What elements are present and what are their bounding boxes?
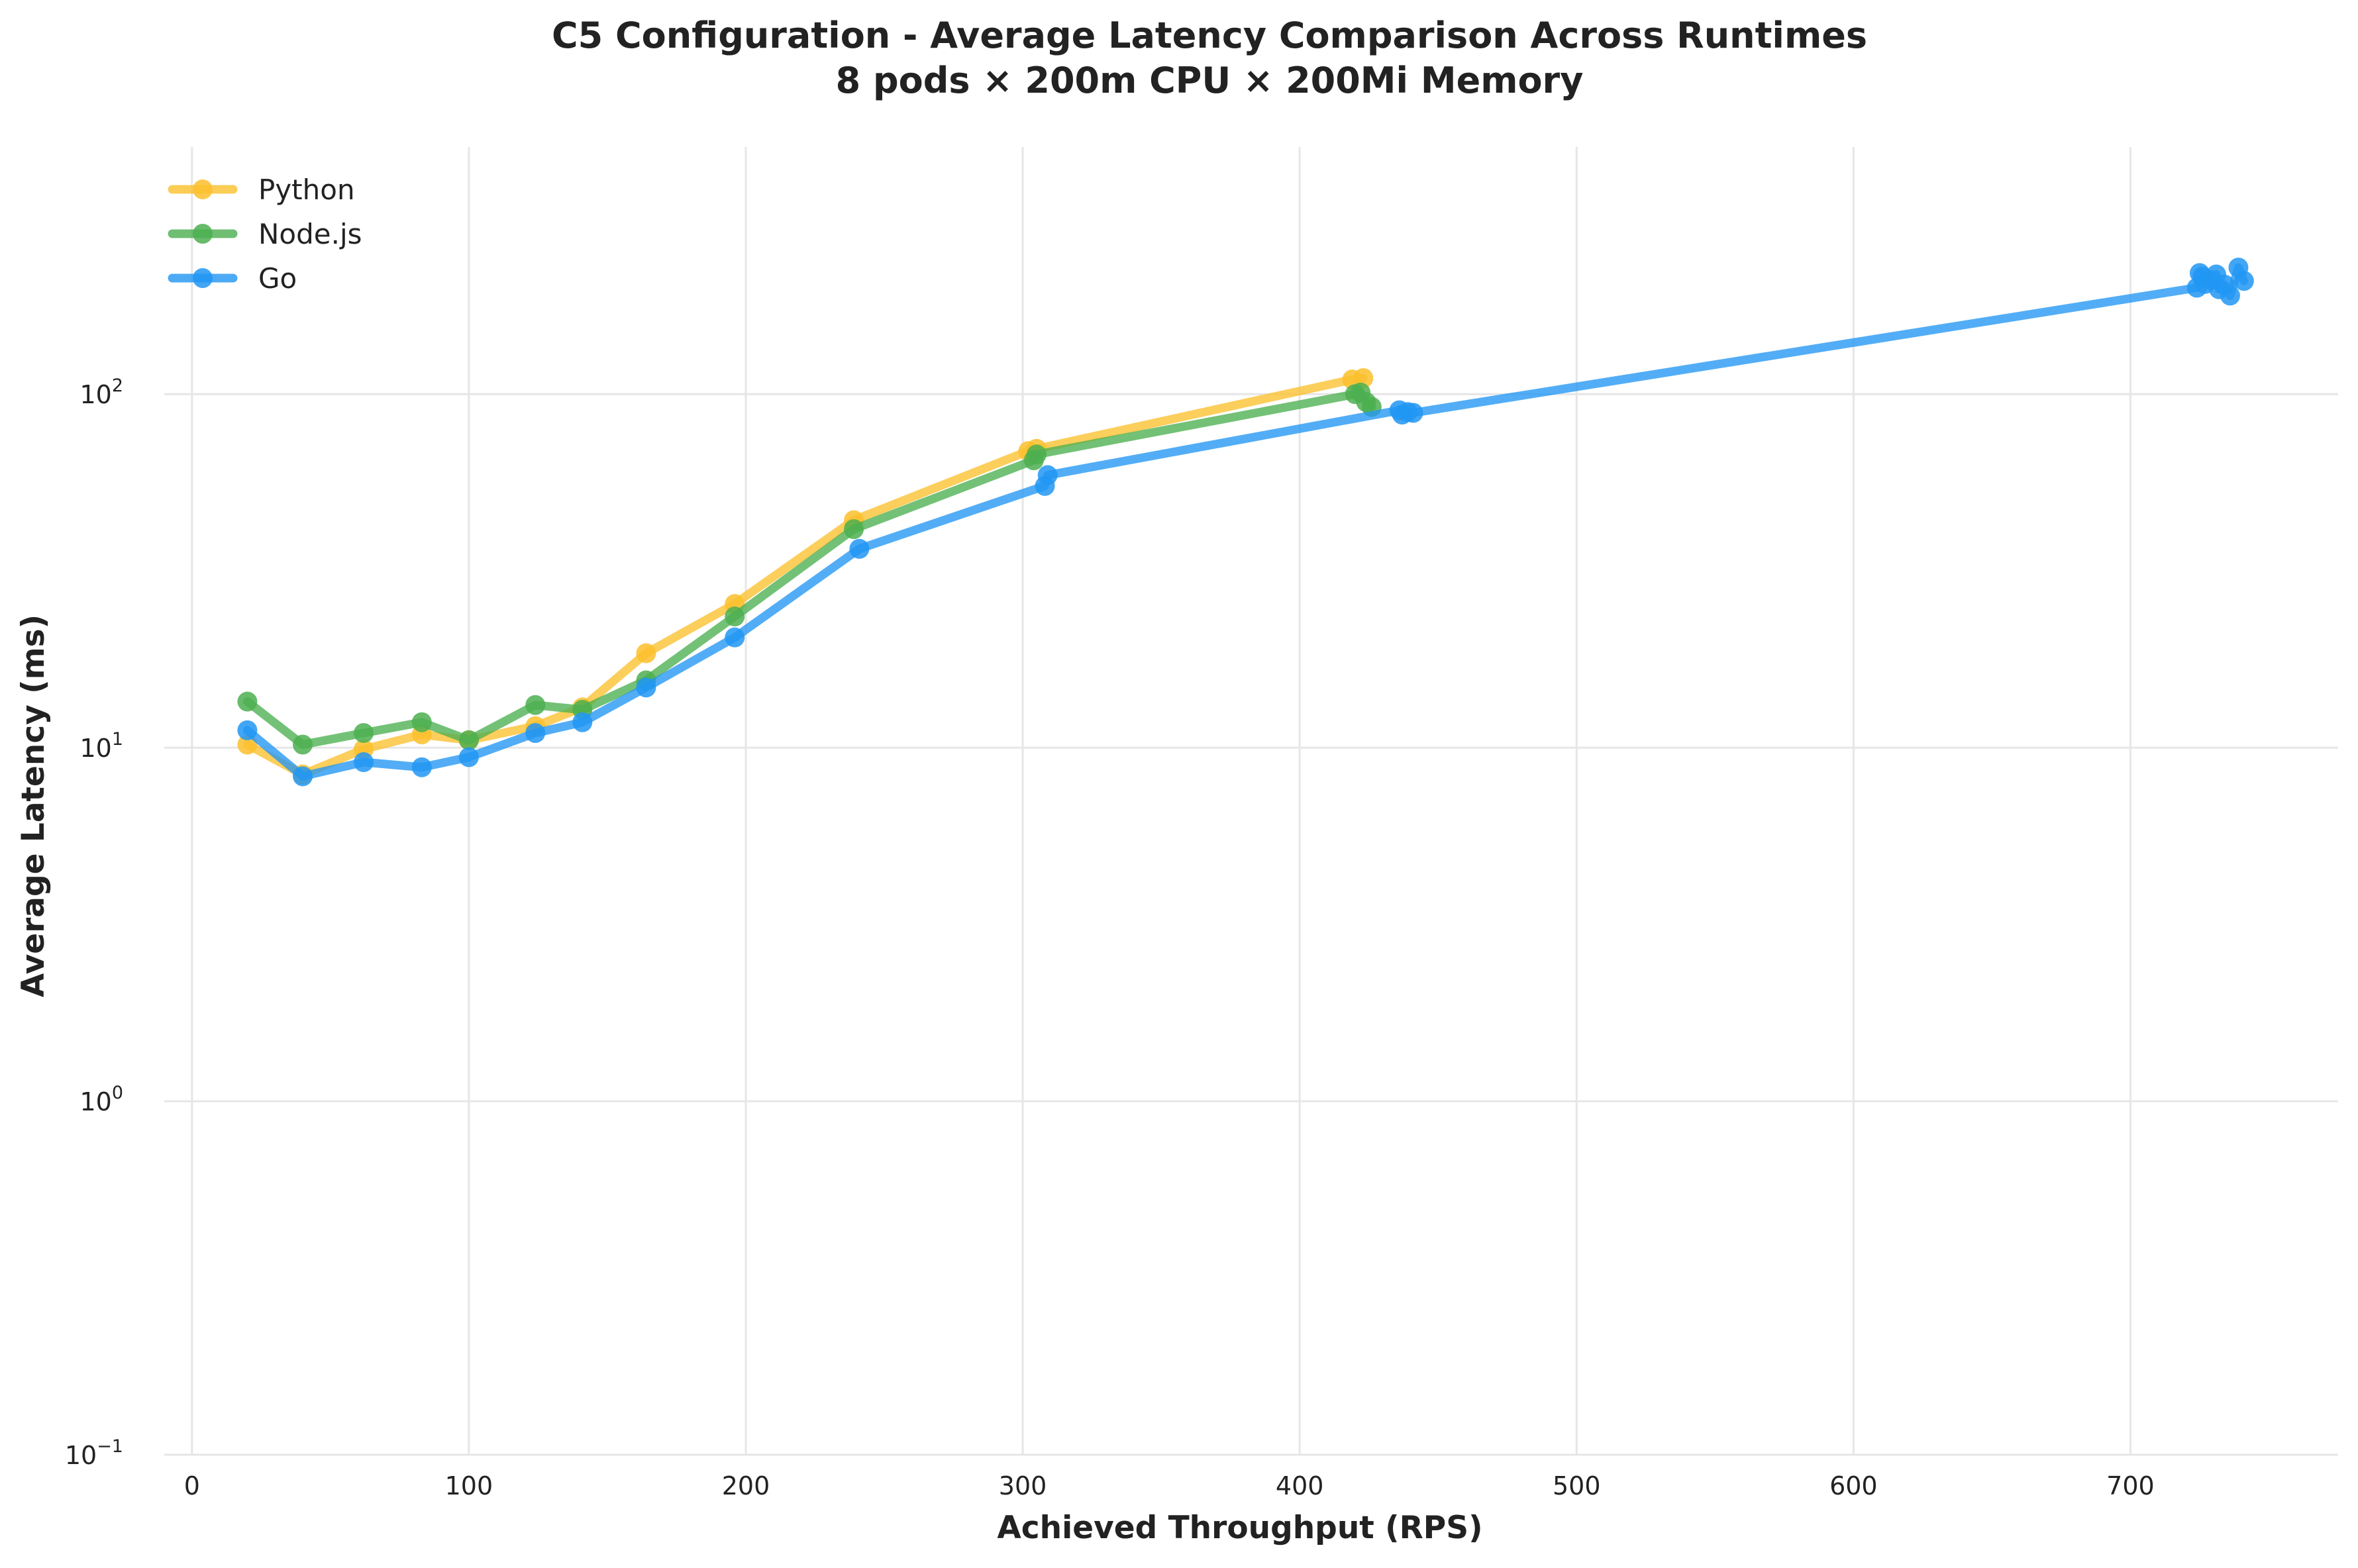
x-axis-label: Achieved Throughput (RPS): [997, 1510, 1482, 1546]
x-tick-label: 600: [1829, 1471, 1878, 1500]
x-tick-label: 500: [1553, 1471, 1601, 1500]
y-tick-label: 100: [79, 1083, 123, 1116]
data-point-nodejs: [458, 730, 479, 750]
y-tick-exponent: 0: [112, 1083, 123, 1103]
data-point-nodejs: [293, 734, 313, 755]
y-tick-label: 102: [79, 375, 123, 409]
x-tick-label: 300: [999, 1471, 1047, 1500]
y-axis-label: Average Latency (ms): [15, 614, 52, 997]
legend-swatch-marker: [193, 179, 213, 199]
series-layer: [237, 258, 2254, 787]
data-point-go: [293, 766, 313, 787]
x-tick-label: 100: [445, 1471, 493, 1500]
chart-title: C5 Configuration - Average Latency Compa…: [552, 15, 1867, 56]
y-tick-base: 10: [79, 734, 111, 763]
legend-label: Python: [258, 173, 355, 206]
y-tick-base: 10: [65, 1441, 97, 1470]
data-point-nodejs: [354, 723, 374, 744]
data-point-go: [237, 720, 258, 740]
data-point-go: [354, 752, 374, 773]
series-go: [237, 258, 2254, 787]
legend-item-python: Python: [168, 173, 355, 206]
data-point-nodejs: [525, 695, 546, 715]
y-tick-label: 101: [79, 729, 123, 763]
data-point-go: [2220, 285, 2240, 306]
y-tick-exponent: 1: [112, 729, 123, 750]
legend-swatch-marker: [193, 224, 213, 244]
x-tick-label: 400: [1276, 1471, 1324, 1500]
x-tick-label: 200: [722, 1471, 770, 1500]
legend-label: Node.js: [258, 218, 362, 250]
x-tick-label: 0: [184, 1471, 200, 1500]
data-point-go: [411, 757, 432, 777]
data-point-go: [725, 627, 745, 648]
grid-layer: [164, 147, 2338, 1456]
legend-item-nodejs: Node.js: [168, 218, 362, 250]
y-tick-exponent: 2: [112, 375, 123, 396]
data-point-go: [2233, 271, 2254, 291]
series-nodejs: [237, 382, 1382, 755]
y-tick-label: 10−1: [65, 1436, 123, 1470]
data-point-nodejs: [411, 712, 432, 732]
chart-subtitle: 8 pods × 200m CPU × 200Mi Memory: [836, 60, 1584, 101]
y-tick-base: 10: [79, 380, 111, 409]
data-point-nodejs: [1026, 444, 1047, 465]
data-point-nodejs: [237, 691, 258, 712]
y-tick-exponent: −1: [97, 1436, 123, 1457]
x-tick-label: 700: [2106, 1471, 2155, 1500]
legend-item-go: Go: [168, 262, 297, 295]
data-point-python: [636, 643, 656, 663]
series-line-go: [242, 263, 2249, 781]
data-point-go: [458, 747, 479, 767]
data-point-go: [1403, 403, 1423, 423]
series-line-python: [242, 373, 1368, 779]
data-point-go: [636, 677, 656, 698]
legend: Python Node.js Go: [168, 173, 362, 295]
legend-swatch-marker: [193, 268, 213, 288]
data-point-go: [1037, 465, 1058, 485]
data-point-go: [849, 538, 870, 559]
data-point-nodejs: [844, 519, 864, 540]
y-tick-base: 10: [79, 1087, 111, 1116]
data-point-go: [525, 723, 546, 744]
data-point-nodejs: [725, 607, 745, 627]
legend-label: Go: [258, 262, 297, 295]
data-point-go: [572, 712, 593, 732]
